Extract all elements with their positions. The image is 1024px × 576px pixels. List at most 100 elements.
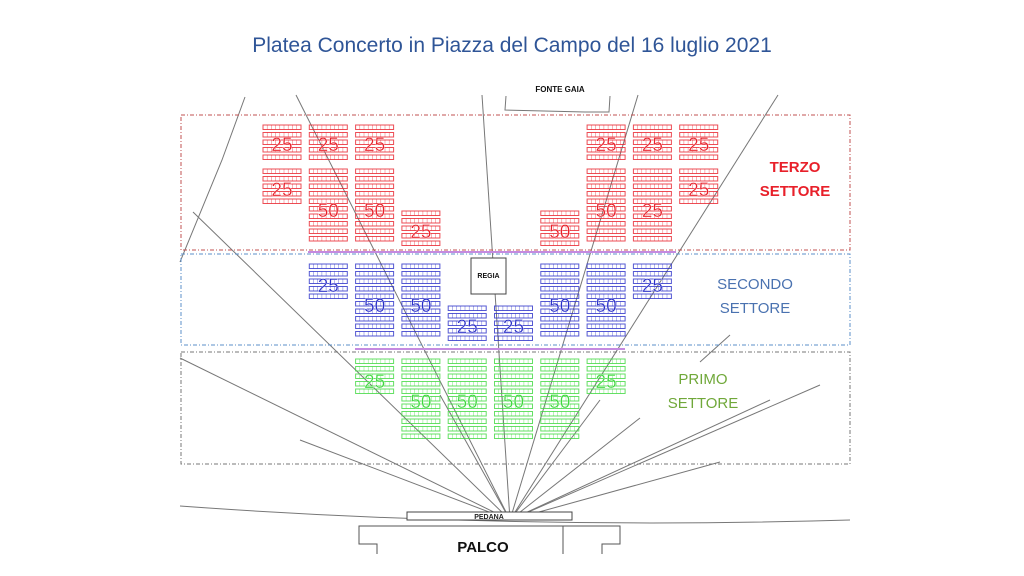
- seat-row: [632, 139, 672, 145]
- seat-row: [494, 328, 533, 334]
- seat-row: [355, 198, 395, 204]
- seat-row: [679, 168, 719, 174]
- seat-row: [401, 218, 441, 224]
- seat-row: [540, 433, 580, 439]
- seat-row: [308, 183, 348, 189]
- seat-row: [586, 198, 626, 204]
- seat-row: [632, 293, 672, 299]
- seat-block: 50: [308, 168, 348, 242]
- seat-row: [586, 381, 626, 387]
- seat-row: [586, 373, 626, 379]
- seat-block: 25: [679, 168, 719, 204]
- seat-row: [355, 271, 395, 277]
- seat-row: [401, 271, 441, 277]
- pedana-box: [406, 511, 573, 521]
- seat-count-label: 25: [596, 135, 617, 156]
- seat-row: [494, 388, 533, 394]
- seat-row: [401, 308, 441, 314]
- seat-row: [586, 286, 626, 292]
- seat-row: [540, 225, 580, 231]
- seat-row: [632, 213, 672, 219]
- seat-row: [401, 433, 441, 439]
- sight-line: [481, 94, 511, 521]
- seat-row: [401, 418, 441, 424]
- seat-row: [401, 331, 441, 337]
- seat-count-label: 50: [410, 296, 431, 317]
- seat-row: [401, 366, 441, 372]
- seat-row: [586, 236, 626, 242]
- seat-block: 25: [355, 358, 395, 394]
- seat-row: [679, 198, 719, 204]
- seat-row: [308, 191, 348, 197]
- seat-row: [494, 335, 533, 341]
- seat-row: [355, 147, 395, 153]
- seat-row: [540, 286, 580, 292]
- seat-row: [308, 271, 348, 277]
- seat-row: [632, 271, 672, 277]
- seat-row: [632, 236, 672, 242]
- seat-block: 25: [447, 305, 487, 341]
- seat-row: [494, 411, 533, 417]
- seat-row: [586, 176, 626, 182]
- seat-row: [262, 191, 302, 197]
- seat-row: [401, 396, 441, 402]
- fixtures: FONTE GAIA REGIA PEDANA PALCO: [179, 85, 851, 556]
- seat-row: [401, 323, 441, 329]
- seat-row: [355, 316, 395, 322]
- seat-row: [355, 132, 395, 138]
- seat-row: [447, 411, 487, 417]
- seat-row: [586, 388, 626, 394]
- seat-row: [355, 366, 395, 372]
- seat-row: [308, 132, 348, 138]
- sight-line: [439, 394, 511, 521]
- sight-lines: [179, 94, 821, 521]
- seat-count-label: 25: [503, 317, 524, 338]
- seat-row: [308, 147, 348, 153]
- sector-label: SETTORE: [760, 183, 831, 200]
- seat-row: [586, 206, 626, 212]
- seat-row: [262, 132, 302, 138]
- seat-row: [540, 373, 580, 379]
- seat-row: [308, 221, 348, 227]
- seat-row: [447, 305, 487, 311]
- seat-row: [308, 228, 348, 234]
- seat-block: 25: [308, 124, 348, 160]
- seat-block: 25: [355, 124, 395, 160]
- seat-block: 25: [586, 124, 626, 160]
- seat-block: 25: [308, 263, 348, 299]
- seat-row: [632, 147, 672, 153]
- seat-row: [447, 335, 487, 341]
- seat-row: [447, 328, 487, 334]
- seat-row: [401, 403, 441, 409]
- seat-row: [447, 396, 487, 402]
- seat-row: [586, 316, 626, 322]
- seat-row: [447, 433, 487, 439]
- page-title: Platea Concerto in Piazza del Campo del …: [252, 34, 772, 57]
- seat-block: 50: [540, 263, 580, 337]
- seat-row: [679, 132, 719, 138]
- seat-row: [308, 168, 348, 174]
- seat-count-label: 50: [364, 201, 385, 222]
- seat-row: [308, 236, 348, 242]
- seat-row: [401, 388, 441, 394]
- seat-row: [586, 301, 626, 307]
- seat-block: 50: [447, 358, 487, 439]
- seat-row: [632, 198, 672, 204]
- seat-row: [632, 221, 672, 227]
- seat-row: [355, 221, 395, 227]
- seat-row: [494, 418, 533, 424]
- seat-row: [262, 147, 302, 153]
- sector-frame-secondo: [180, 253, 851, 346]
- seat-row: [679, 176, 719, 182]
- seat-row: [632, 154, 672, 160]
- seat-count-label: 25: [318, 276, 339, 297]
- seat-row: [401, 286, 441, 292]
- seat-block: 50: [494, 358, 533, 439]
- seat-row: [540, 331, 580, 337]
- seat-row: [540, 240, 580, 246]
- seat-row: [586, 293, 626, 299]
- seat-row: [586, 331, 626, 337]
- regia-label: REGIA: [477, 273, 499, 280]
- seat-row: [401, 210, 441, 216]
- seat-row: [540, 301, 580, 307]
